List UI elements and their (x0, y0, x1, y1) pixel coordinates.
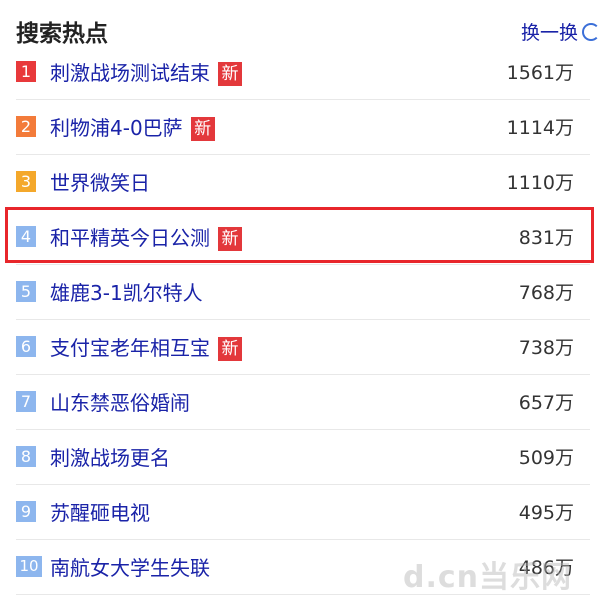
search-count: 509万 (518, 447, 574, 469)
search-term-link[interactable]: 南航女大学生失联 (50, 552, 210, 581)
search-term-link[interactable]: 利物浦4-0巴萨新 (50, 112, 215, 141)
search-count: 738万 (518, 337, 574, 359)
search-term-link[interactable]: 世界微笑日 (50, 167, 150, 196)
rank-badge: 7 (16, 391, 36, 412)
list-item[interactable]: 6 支付宝老年相互宝新 738万 (16, 320, 590, 375)
search-count: 831万 (518, 227, 574, 249)
search-term: 世界微笑日 (50, 171, 150, 195)
list-item[interactable]: 1 刺激战场测试结束新 1561万 (16, 45, 590, 100)
search-term-link[interactable]: 山东禁恶俗婚闹 (50, 387, 190, 416)
list-item[interactable]: 3 世界微笑日 1110万 (16, 155, 590, 210)
new-badge: 新 (218, 62, 242, 86)
rank-badge: 2 (16, 116, 36, 137)
search-term: 雄鹿3-1凯尔特人 (50, 281, 203, 305)
search-term: 利物浦4-0巴萨 (50, 116, 183, 140)
rank-badge: 1 (16, 61, 36, 82)
search-count: 1110万 (506, 172, 574, 194)
rank-badge: 3 (16, 171, 36, 192)
watermark-logo: d.cn当乐网 (402, 560, 572, 595)
list-item[interactable]: 9 苏醒砸电视 495万 (16, 485, 590, 540)
list-item[interactable]: 10 南航女大学生失联 486万 (16, 540, 590, 595)
rank-badge: 5 (16, 281, 36, 302)
list-item[interactable]: 4 和平精英今日公测新 831万 (16, 210, 590, 265)
search-term-link[interactable]: 苏醒砸电视 (50, 497, 150, 526)
new-badge: 新 (218, 337, 242, 361)
refresh-button[interactable]: 换一换 (521, 18, 600, 45)
search-term: 南航女大学生失联 (50, 556, 210, 580)
search-term-link[interactable]: 雄鹿3-1凯尔特人 (50, 277, 203, 306)
search-count: 1114万 (506, 117, 574, 139)
search-count: 486万 (518, 557, 574, 579)
search-term: 山东禁恶俗婚闹 (50, 391, 190, 415)
search-count: 495万 (518, 502, 574, 524)
rank-badge: 8 (16, 446, 36, 467)
search-term-link[interactable]: 刺激战场更名 (50, 442, 170, 471)
rank-badge: 10 (16, 556, 42, 577)
search-term: 支付宝老年相互宝 (50, 336, 210, 360)
search-count: 657万 (518, 392, 574, 414)
page-title: 搜索热点 (16, 21, 108, 47)
search-term-link[interactable]: 和平精英今日公测新 (50, 222, 242, 251)
search-term-link[interactable]: 支付宝老年相互宝新 (50, 332, 242, 361)
header: 搜索热点 换一换 (16, 12, 600, 48)
highlight-box (5, 207, 594, 263)
list-item[interactable]: 7 山东禁恶俗婚闹 657万 (16, 375, 590, 430)
rank-badge: 4 (16, 226, 36, 247)
search-count: 768万 (518, 282, 574, 304)
search-term: 刺激战场测试结束 (50, 61, 210, 85)
rank-badge: 6 (16, 336, 36, 357)
search-term: 刺激战场更名 (50, 446, 170, 470)
search-term: 和平精英今日公测 (50, 226, 210, 250)
refresh-label: 换一换 (520, 22, 578, 44)
new-badge: 新 (190, 117, 215, 141)
rank-badge: 9 (16, 501, 36, 522)
list-item[interactable]: 8 刺激战场更名 509万 (16, 430, 590, 485)
list-item[interactable]: 2 利物浦4-0巴萨新 1114万 (16, 100, 590, 155)
refresh-icon (582, 23, 600, 41)
search-count: 1561万 (506, 62, 574, 84)
new-badge: 新 (218, 227, 242, 251)
search-term-link[interactable]: 刺激战场测试结束新 (50, 57, 242, 86)
search-term: 苏醒砸电视 (50, 501, 150, 525)
list-item[interactable]: 5 雄鹿3-1凯尔特人 768万 (16, 265, 590, 320)
